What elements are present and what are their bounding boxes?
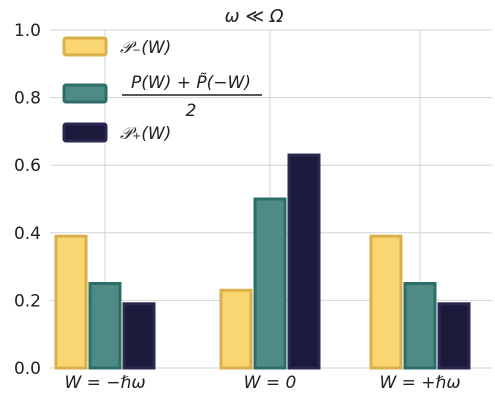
bar-series-2-cat-1 (287, 153, 321, 370)
x-tick-label: W = −ℏω (64, 373, 145, 393)
legend-swatch-p-plus (62, 122, 108, 143)
bar-series-2-cat-0 (122, 302, 156, 370)
legend-label-p-plus: 𝒫₊(W) (120, 124, 171, 144)
bar-series-1-cat-0 (88, 282, 122, 370)
bar-series-0-cat-2 (369, 234, 403, 370)
bar-series-1-cat-2 (403, 282, 437, 370)
bars (54, 153, 471, 370)
legend-swatch-p-minus (62, 36, 108, 57)
legend-label-p-minus: 𝒫₋(W) (120, 38, 171, 58)
y-tick-label: 0.6 (14, 156, 41, 176)
legend: 𝒫₋(W) P(W) + P̃(−W) 2 𝒫₊(W) (62, 36, 262, 144)
legend-swatch-average (62, 83, 108, 104)
bar-series-0-cat-1 (219, 288, 253, 370)
y-tick-label: 0.8 (14, 89, 41, 109)
legend-label-average-denominator: 2 (186, 101, 197, 121)
y-tick-label: 1.0 (14, 21, 41, 41)
y-tick-label: 0.4 (14, 224, 41, 244)
y-tick-label: 0.0 (14, 359, 41, 379)
chart-title: ω ≪ Ω (224, 6, 283, 27)
bar-series-1-cat-1 (253, 197, 287, 370)
legend-label-average-numerator: P(W) + P̃(−W) (131, 72, 251, 93)
x-tick-label: W = +ℏω (379, 373, 460, 393)
bar-series-0-cat-0 (54, 234, 88, 370)
bar-series-2-cat-2 (437, 302, 471, 370)
x-tick-label: W = 0 (244, 373, 297, 393)
axes: 0.0 0.2 0.4 0.6 0.8 1.0 W = −ℏω W = 0 W = +ℏω (14, 21, 461, 393)
y-tick-label: 0.2 (14, 291, 41, 311)
